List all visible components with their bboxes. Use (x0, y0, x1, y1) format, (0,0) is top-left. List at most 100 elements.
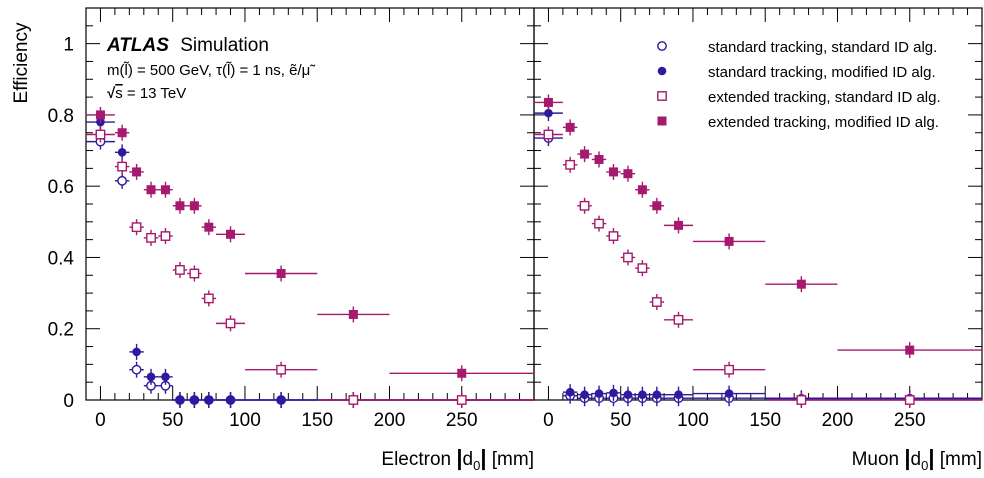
filled-square-marker (226, 229, 236, 239)
data-point (244, 265, 318, 282)
open-square-marker (565, 159, 576, 170)
open-square-marker (160, 231, 171, 241)
data-point (577, 197, 592, 214)
filled-square-marker (796, 279, 806, 289)
energy-value: = 13 TeV (123, 85, 187, 102)
legend-entry: extended tracking, standard ID alg. (657, 89, 941, 106)
filled-circle-marker (638, 390, 647, 399)
data-point (114, 124, 130, 141)
y-tick-label: 1 (63, 35, 74, 56)
data-point (129, 219, 144, 236)
filled-square-marker (95, 110, 105, 120)
sqrt-sign: √ (107, 85, 116, 102)
signal-parameters: m(l̃) = 500 GeV, τ(l̃) = 1 ns, ẽ/μ̃ (107, 61, 316, 79)
open-square-marker (608, 231, 619, 241)
open-square-marker (904, 395, 915, 405)
y-axis-title: Efficiency (11, 22, 32, 103)
open-square-marker (95, 129, 106, 140)
open-square-marker (146, 232, 156, 243)
data-point (317, 306, 390, 323)
data-point (606, 384, 621, 401)
data-point (158, 181, 173, 198)
open-square-marker (276, 364, 286, 375)
data-point (620, 386, 636, 403)
filled-square-marker (457, 368, 467, 378)
x-axis-title-electron: Electron |d0| [mm] (381, 445, 534, 473)
filled-square-marker (657, 116, 667, 126)
filled-circle-marker (117, 148, 127, 157)
data-point (837, 342, 982, 359)
data-point (129, 361, 144, 378)
data-point (577, 386, 592, 403)
data-point (692, 385, 766, 402)
filled-circle-marker (161, 372, 170, 382)
data-point (534, 105, 563, 122)
filled-circle-marker (146, 372, 156, 382)
filled-square-marker (608, 167, 618, 177)
open-square-marker (225, 318, 236, 329)
data-point (201, 392, 217, 408)
energy-label: √s = 13 TeV (107, 85, 186, 102)
open-square-marker (579, 200, 590, 211)
atlas-label: ATLAS Simulation (106, 35, 269, 56)
data-point (143, 181, 159, 198)
data-point (837, 392, 982, 408)
data-point (172, 392, 188, 408)
filled-circle-marker (609, 388, 618, 398)
legend-label: extended tracking, modified ID alg. (708, 114, 939, 131)
open-square-marker (637, 263, 648, 274)
x-tick-label: 50 (162, 410, 183, 431)
x-tick-label: 250 (894, 410, 926, 431)
data-point (591, 151, 607, 168)
data-point (86, 126, 115, 143)
filled-square-marker (652, 201, 662, 211)
data-point (187, 265, 202, 282)
open-square-marker (673, 314, 684, 325)
data-point (649, 386, 665, 403)
open-square-marker (623, 252, 633, 263)
filled-circle-marker (190, 395, 199, 405)
open-square-marker (131, 222, 142, 233)
data-point (606, 228, 621, 245)
data-point (389, 392, 534, 408)
x-tick-label: 100 (677, 410, 709, 431)
data-point (591, 215, 607, 232)
legend-label: extended tracking, standard ID alg. (708, 89, 941, 106)
open-circle-marker (117, 175, 128, 186)
legend-entry: standard tracking, modified ID alg. (657, 64, 936, 81)
filled-circle-marker (724, 389, 734, 398)
y-tick-label: 0 (63, 391, 74, 412)
y-tick-label: 0.8 (48, 106, 74, 127)
data-point (649, 294, 665, 310)
filled-circle-marker (623, 390, 633, 399)
open-square-marker (651, 297, 662, 307)
filled-circle-marker (674, 390, 683, 399)
filled-square-marker (160, 185, 170, 195)
filled-square-marker (204, 222, 214, 232)
data-point (114, 158, 130, 175)
data-point (143, 368, 159, 385)
data-point (172, 197, 188, 214)
data-point (591, 385, 607, 402)
x-tick-label: 200 (822, 410, 854, 431)
filled-square-marker (905, 345, 915, 355)
filled-circle-marker (652, 390, 662, 399)
filled-square-marker (348, 309, 358, 319)
filled-square-marker (175, 201, 185, 211)
data-point (187, 392, 202, 408)
filled-circle-marker (276, 395, 286, 405)
legend-entry: standard tracking, standard ID alg. (657, 39, 937, 56)
filled-circle-marker (204, 395, 214, 405)
data-point (201, 219, 217, 236)
x-tick-label: 150 (749, 410, 781, 431)
data-point (649, 197, 665, 214)
data-point (114, 172, 130, 189)
data-point (562, 384, 578, 401)
data-point (129, 343, 144, 360)
data-point (172, 261, 188, 278)
legend-label: standard tracking, modified ID alg. (708, 64, 936, 81)
data-point (664, 386, 693, 403)
open-square-marker (117, 161, 128, 172)
